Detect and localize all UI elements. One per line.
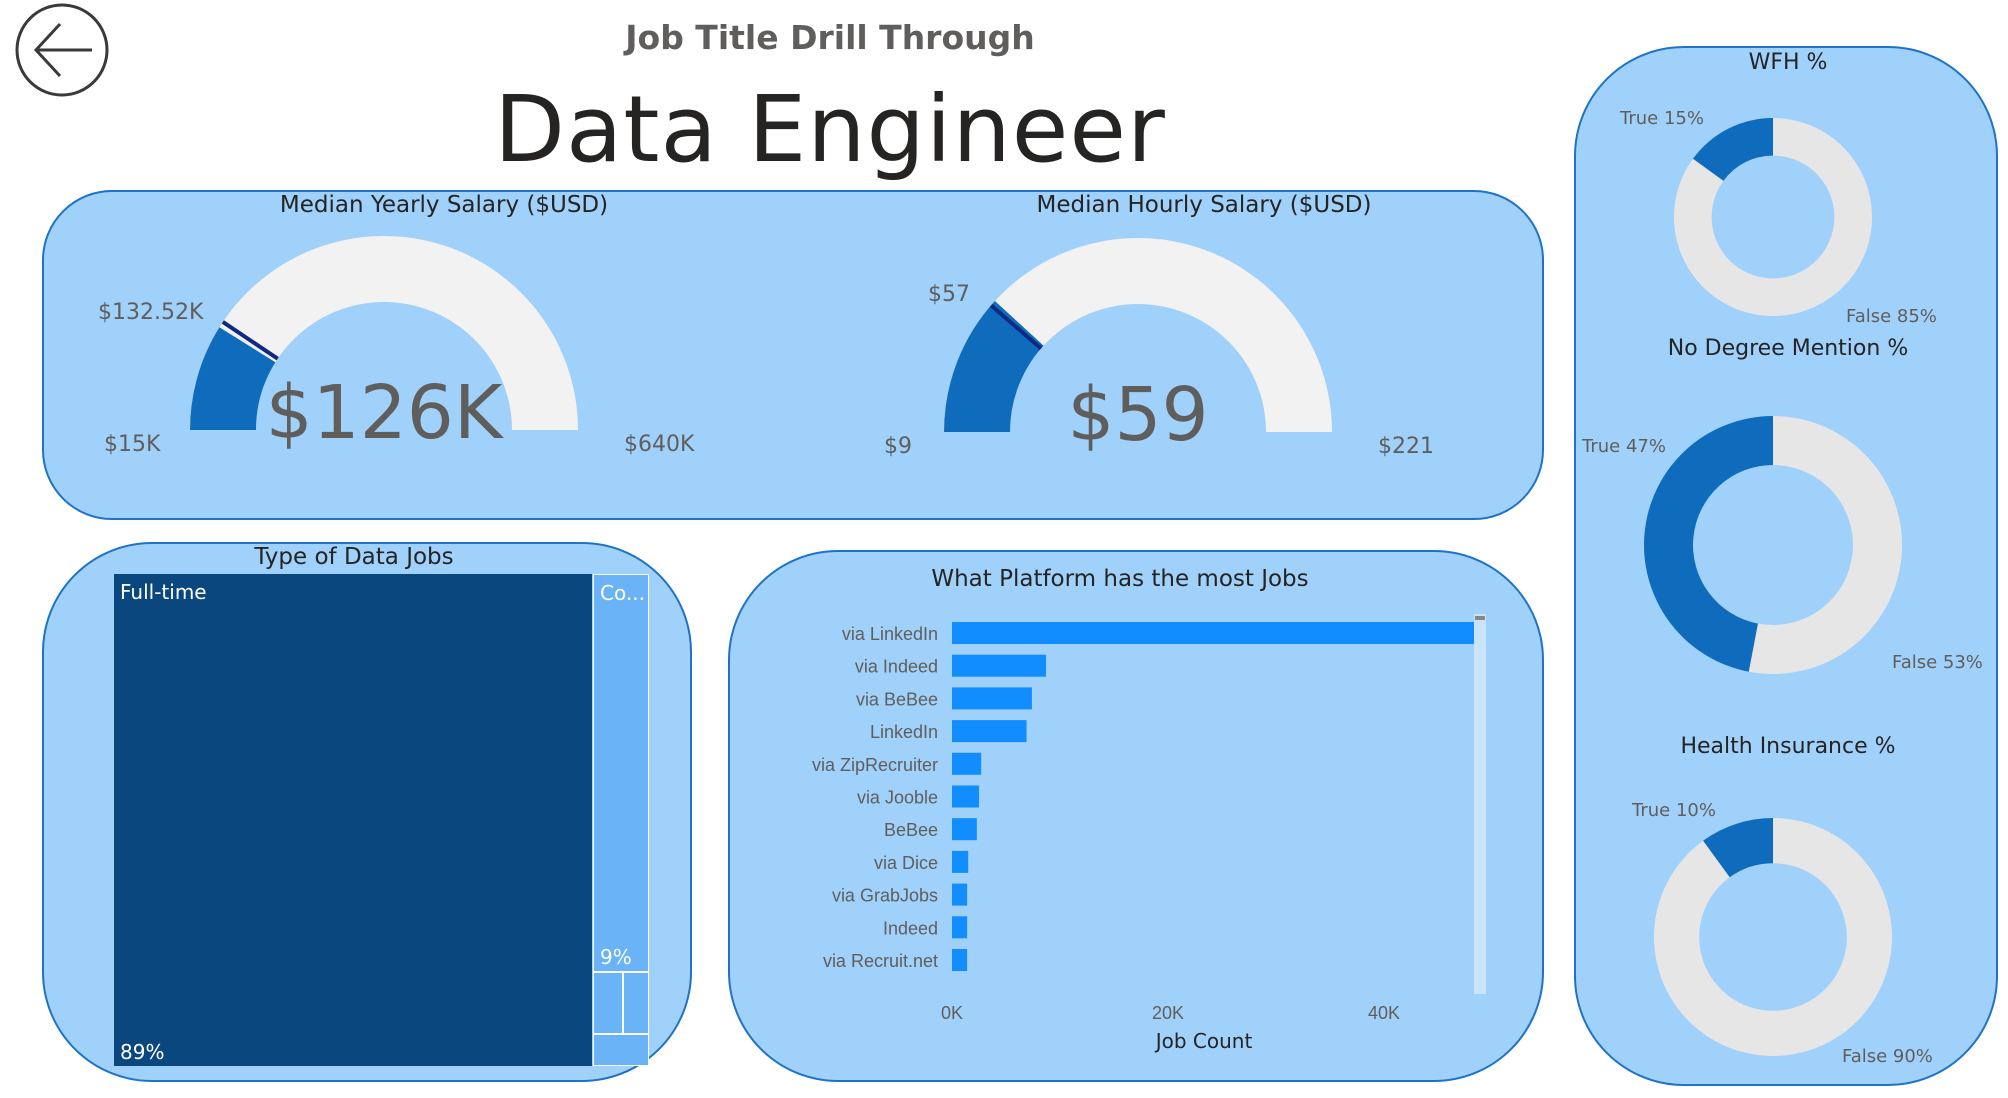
health-insurance-false-label: False 90% — [1842, 1046, 1933, 1067]
no-degree-donut-chart[interactable] — [1638, 410, 1908, 680]
hourly-gauge-max-label: $221 — [1378, 434, 1434, 459]
bar-category-label: LinkedIn — [870, 722, 938, 742]
yearly-gauge-value: $126K — [265, 370, 503, 456]
gauge-target-marker — [989, 303, 1043, 350]
yearly-gauge-target-label: $132.52K — [98, 300, 204, 325]
wfh-false-label: False 85% — [1846, 306, 1937, 327]
hourly-gauge-value: $59 — [1067, 372, 1209, 458]
bar — [952, 654, 1046, 677]
wfh-donut-title: WFH % — [1748, 50, 1828, 75]
x-tick-label: 20K — [1152, 1003, 1184, 1023]
bar-category-label: via Recruit.net — [823, 951, 938, 971]
health-insurance-donut-chart[interactable] — [1648, 812, 1898, 1062]
bar — [952, 916, 968, 939]
donut-slice-false — [1748, 416, 1902, 674]
treemap-cell-small[interactable] — [593, 972, 623, 1034]
bar-category-label: via ZipRecruiter — [812, 755, 938, 775]
health-insurance-donut-title: Health Insurance % — [1680, 734, 1896, 759]
treemap-cell-contractor[interactable]: Co... 9% — [593, 574, 649, 972]
bar — [952, 883, 968, 906]
benefits-donuts-card: WFH % True 15% False 85% No Degree Menti… — [1574, 46, 1998, 1086]
bar-category-label: via BeBee — [856, 689, 938, 709]
yearly-salary-gauge[interactable] — [164, 220, 604, 450]
hourly-gauge-min-label: $9 — [884, 434, 912, 459]
x-tick-label: 0K — [941, 1003, 963, 1023]
bar-category-label: via LinkedIn — [842, 624, 938, 644]
bar — [952, 752, 982, 775]
page-title: Data Engineer — [494, 76, 1166, 183]
bar — [952, 720, 1027, 743]
treemap-cell-full-time[interactable]: Full-time 89% — [114, 574, 592, 1066]
bar-category-label: BeBee — [884, 820, 938, 840]
yearly-gauge-max-label: $640K — [624, 432, 695, 457]
treemap-title: Type of Data Jobs — [254, 544, 454, 570]
yearly-gauge-title: Median Yearly Salary ($USD) — [279, 192, 609, 218]
platform-bar-chart-card: What Platform has the most Jobs via Link… — [728, 550, 1544, 1082]
wfh-donut-chart[interactable] — [1668, 112, 1878, 322]
wfh-true-label: True 15% — [1620, 108, 1704, 129]
hourly-salary-gauge[interactable] — [918, 222, 1358, 452]
bar — [952, 818, 977, 841]
gauge-value-arc — [190, 327, 276, 430]
bar-category-label: via Indeed — [855, 657, 938, 677]
donut-slice-true — [1692, 118, 1773, 181]
treemap-cell-small[interactable] — [593, 1034, 649, 1066]
bar-category-label: via GrabJobs — [832, 886, 938, 906]
scrollbar-track — [1474, 614, 1486, 994]
back-button[interactable] — [14, 2, 110, 98]
donut-slice-true — [1703, 818, 1773, 878]
gauge-value-arc — [944, 301, 1044, 432]
bar — [952, 622, 1482, 644]
donut-slice-false — [1654, 818, 1892, 1056]
gauge-track — [944, 238, 1332, 432]
bar — [952, 687, 1032, 710]
bar-category-label: Indeed — [883, 918, 938, 938]
x-tick-label: 40K — [1368, 1003, 1400, 1023]
bar-category-label: via Jooble — [857, 788, 938, 808]
job-type-treemap-card: Type of Data Jobs Full-time 89% Co... 9% — [42, 542, 692, 1082]
hourly-gauge-title: Median Hourly Salary ($USD) — [1036, 192, 1372, 218]
bar — [952, 785, 979, 808]
arrow-left-circle-icon — [15, 3, 109, 97]
treemap-cell-percent: 9% — [600, 945, 632, 969]
bar-category-label: via Dice — [874, 853, 938, 873]
bar — [952, 850, 969, 873]
bar-chart-title: What Platform has the most Jobs — [931, 566, 1309, 592]
treemap-cell-percent: 89% — [120, 1040, 165, 1064]
donut-slice-true — [1644, 416, 1773, 672]
no-degree-true-label: True 47% — [1582, 436, 1666, 457]
bar — [952, 949, 968, 971]
salary-gauges-card: Median Yearly Salary ($USD) $126K $132.5… — [42, 190, 1544, 520]
treemap-cell-small[interactable] — [623, 972, 649, 1034]
no-degree-false-label: False 53% — [1892, 652, 1983, 673]
treemap-cell-label: Co... — [600, 581, 645, 605]
gauge-target-marker — [221, 320, 279, 361]
donut-slice-false — [1674, 118, 1872, 316]
health-insurance-true-label: True 10% — [1632, 800, 1716, 821]
x-axis-title: Job Count — [1154, 1029, 1253, 1053]
treemap-cell-label: Full-time — [120, 580, 207, 604]
gauge-track — [190, 236, 578, 430]
hourly-gauge-target-label: $57 — [928, 282, 970, 307]
yearly-gauge-min-label: $15K — [104, 432, 161, 457]
platform-bar-chart[interactable]: via LinkedIn via Indeed via BeBee LinkedIn v… — [730, 552, 1546, 1084]
scrollbar-thumb — [1475, 616, 1485, 620]
page-subtitle: Job Title Drill Through — [625, 18, 1035, 57]
no-degree-donut-title: No Degree Mention % — [1667, 336, 1909, 361]
